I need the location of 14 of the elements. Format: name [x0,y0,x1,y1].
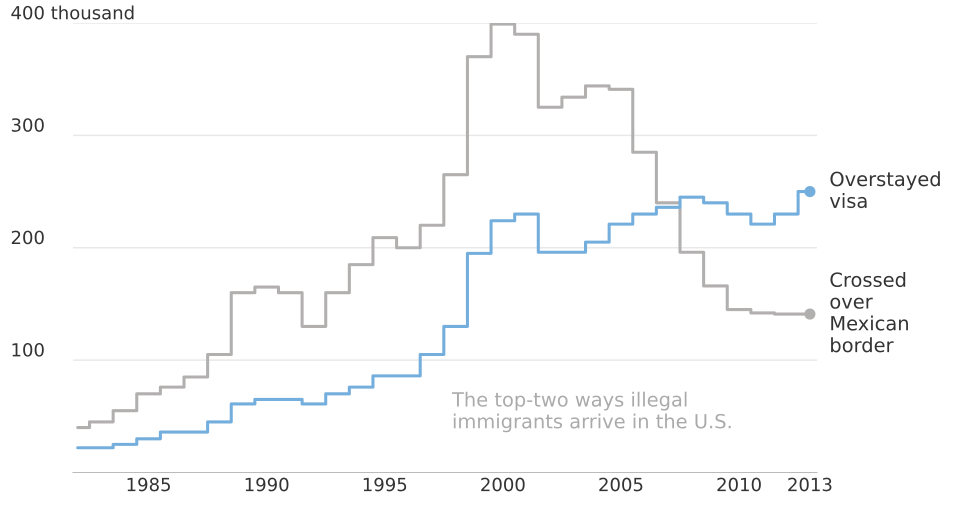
series-label: Crossed over Mexican border [830,272,908,352]
x-tick-label: 2010 [717,478,761,492]
x-tick-label: 2000 [481,478,525,492]
series-label: Overstayed visa [830,171,940,208]
x-tick-label: 1995 [364,478,406,492]
y-tick-label: 300 [12,118,44,132]
y-tick-label: 100 [12,342,44,357]
y-tick-label: 200 [12,230,44,244]
x-tick-label: 1990 [246,478,288,492]
x-tick-label: 1985 [128,478,170,492]
y-tick-label: 400 thousand [11,6,134,20]
x-tick-label: 2005 [599,478,642,492]
x-tick-label: 2013 [788,478,832,492]
annotation: The top-two ways illegal immigrants arrive in the U.S. [452,392,731,432]
